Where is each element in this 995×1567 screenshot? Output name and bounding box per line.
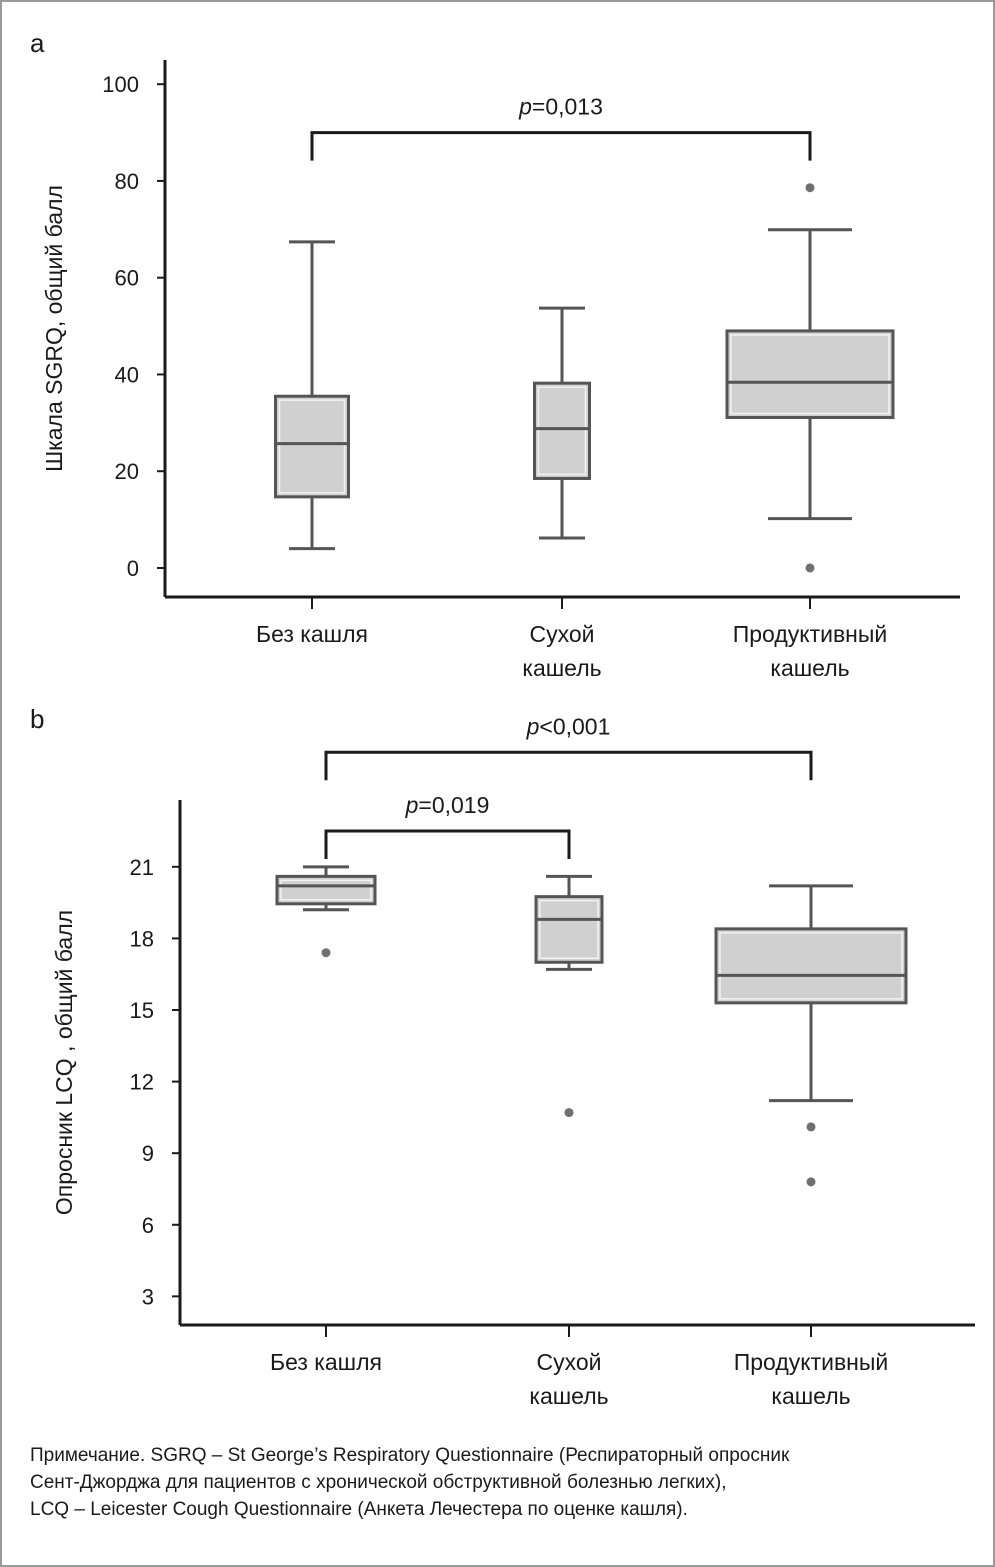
p-value-label: p=0,013 bbox=[518, 94, 603, 120]
outlier-point bbox=[805, 563, 815, 573]
x-tick-label: Продуктивный bbox=[733, 621, 888, 647]
x-tick-label: Продуктивный bbox=[734, 1349, 889, 1375]
y-tick-label: 21 bbox=[130, 855, 154, 880]
y-tick-label: 12 bbox=[130, 1070, 154, 1095]
panel-label: b bbox=[30, 704, 44, 734]
y-tick-label: 15 bbox=[130, 998, 154, 1023]
outlier-point bbox=[564, 1108, 574, 1118]
x-tick-label: кашель bbox=[529, 1383, 608, 1409]
x-tick-label: Сухой bbox=[537, 1349, 602, 1375]
significance-bracket: p=0,013 bbox=[310, 94, 812, 161]
bracket-line bbox=[324, 750, 813, 781]
box-1 bbox=[533, 306, 591, 540]
figure-note: Примечание. SGRQ – St George’s Respirato… bbox=[30, 1445, 790, 1520]
outlier-point bbox=[806, 1177, 816, 1187]
y-axis-label: Шкала SGRQ, общий балл bbox=[41, 185, 67, 472]
box-0 bbox=[275, 865, 377, 958]
chart-panel-b: b 3 6 9 12 15 18 21 Опросник LCQ , общий балл Без… bbox=[30, 704, 975, 1409]
y-tick-label: 0 bbox=[127, 556, 139, 581]
chart-panel-a: a 0 20 40 60 80 100 Шкала SGRQ, общий балл Без к… bbox=[30, 28, 960, 681]
outlier-point bbox=[805, 183, 815, 193]
iqr-box-inner bbox=[280, 879, 372, 901]
p-value-label: p<0,001 bbox=[526, 713, 611, 739]
bracket-line bbox=[324, 829, 571, 860]
outlier-point bbox=[806, 1122, 816, 1132]
iqr-box bbox=[725, 329, 895, 420]
iqr-box bbox=[534, 895, 604, 964]
p-value-label: p=0,019 bbox=[405, 792, 490, 818]
iqr-box bbox=[533, 381, 591, 480]
outlier-point bbox=[321, 948, 331, 958]
box-0 bbox=[274, 240, 350, 551]
y-tick-label: 3 bbox=[142, 1284, 154, 1309]
significance-bracket: p=0,019 bbox=[324, 792, 571, 860]
y-tick-label: 20 bbox=[115, 459, 139, 484]
x-tick-label: кашель bbox=[770, 655, 849, 681]
box-2 bbox=[714, 884, 908, 1187]
iqr-box-inner bbox=[539, 899, 599, 960]
x-tick-label: Сухой bbox=[530, 621, 595, 647]
x-tick-label: Без кашля bbox=[256, 621, 368, 647]
iqr-box bbox=[274, 394, 350, 499]
iqr-box-inner bbox=[719, 932, 903, 1000]
y-tick-label: 100 bbox=[102, 72, 139, 97]
x-tick-label: Без кашля bbox=[270, 1349, 382, 1375]
y-tick-label: 40 bbox=[115, 362, 139, 387]
bracket-line bbox=[310, 131, 812, 161]
x-tick-label: кашель bbox=[771, 1383, 850, 1409]
iqr-box-inner bbox=[278, 399, 346, 494]
y-tick-label: 6 bbox=[142, 1213, 154, 1238]
x-tick-label: кашель bbox=[522, 655, 601, 681]
box-2 bbox=[725, 183, 895, 573]
panel-label: a bbox=[30, 28, 45, 58]
y-tick-label: 9 bbox=[142, 1141, 154, 1166]
y-tick-label: 18 bbox=[130, 926, 154, 951]
y-tick-label: 80 bbox=[115, 169, 139, 194]
iqr-box-inner bbox=[537, 386, 587, 476]
significance-bracket: p<0,001 bbox=[324, 713, 813, 781]
y-tick-label: 60 bbox=[115, 266, 139, 291]
iqr-box-inner bbox=[730, 334, 890, 415]
box-1 bbox=[534, 874, 604, 1118]
iqr-box bbox=[714, 927, 908, 1005]
y-axis-label: Опросник LCQ , общий балл bbox=[51, 910, 77, 1215]
